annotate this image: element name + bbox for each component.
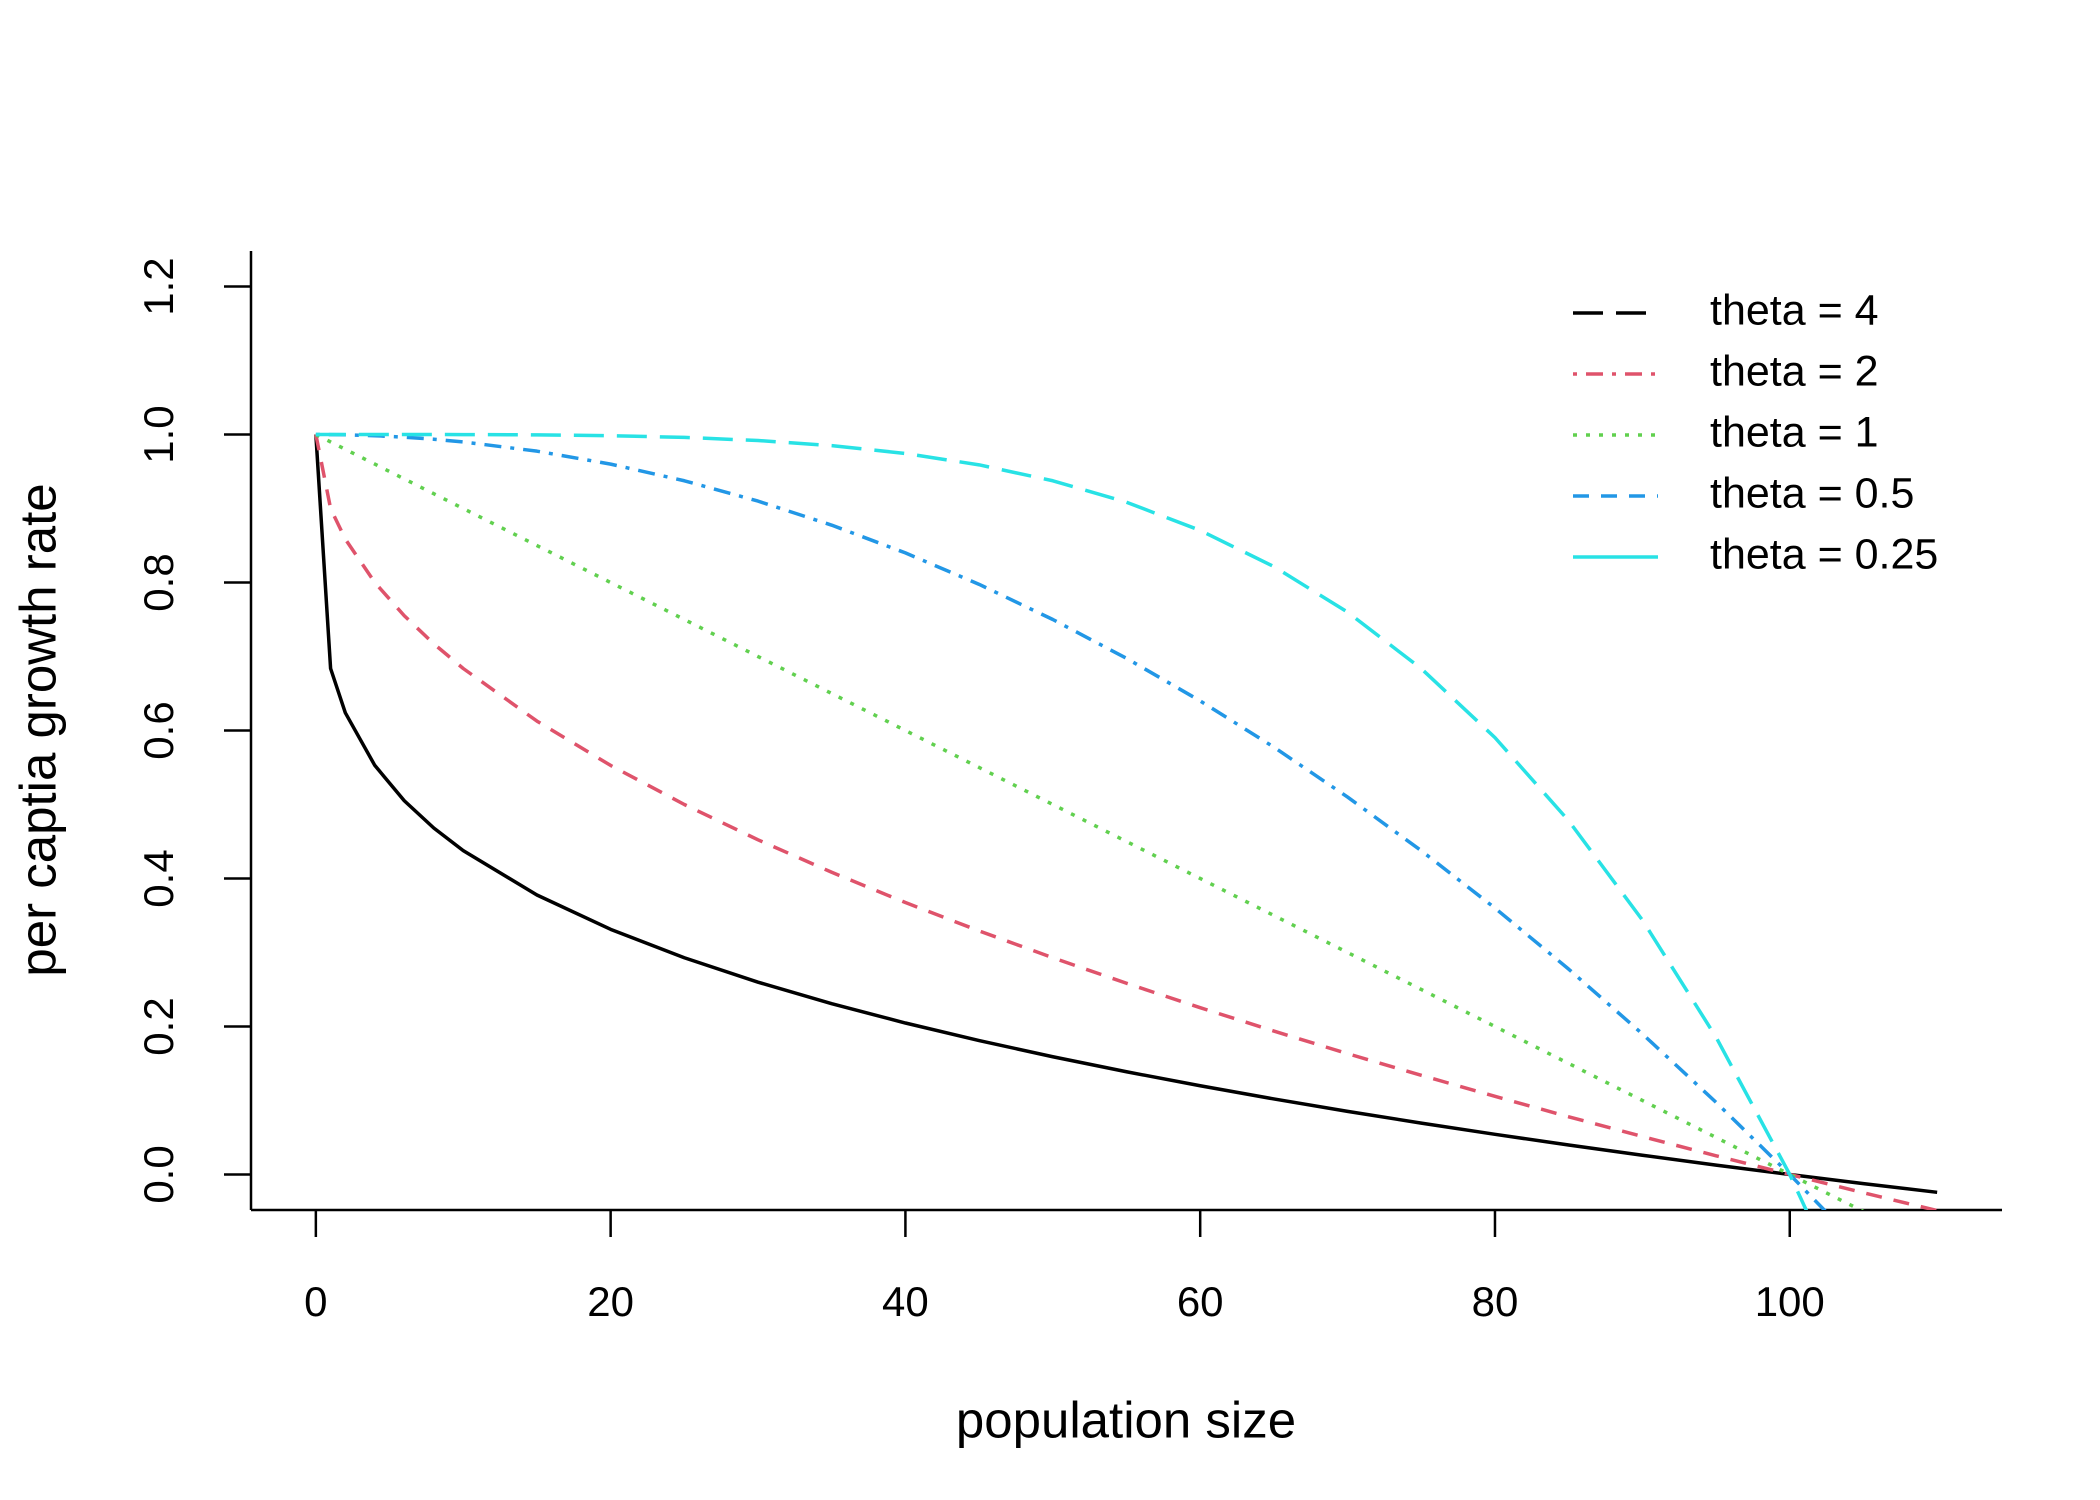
x-axis-label: population size (956, 1391, 1296, 1448)
y-axis-label: per captia growth rate (9, 483, 66, 976)
x-tick-label: 60 (1177, 1278, 1224, 1325)
legend-label: theta = 2 (1710, 347, 1879, 395)
legend-label: theta = 4 (1710, 286, 1879, 334)
legend-label: theta = 0.25 (1710, 530, 1938, 578)
y-tick-label: 0.0 (135, 1145, 182, 1203)
y-tick-label: 0.4 (135, 849, 182, 907)
series-line (315, 432, 1827, 1210)
x-tick-label: 80 (1472, 1278, 1519, 1325)
y-tick-label: 1.0 (135, 405, 182, 463)
series-line (314, 434, 1938, 1210)
series-line (315, 432, 1809, 1210)
x-tick-label: 20 (587, 1278, 634, 1325)
y-tick-label: 0.6 (135, 701, 182, 759)
x-tick-label: 40 (882, 1278, 929, 1325)
legend-label: theta = 1 (1710, 408, 1879, 456)
legend-label: theta = 0.5 (1710, 469, 1914, 517)
series-line (315, 432, 1865, 1210)
y-tick-label: 0.8 (135, 553, 182, 611)
x-tick-label: 100 (1755, 1278, 1825, 1325)
y-tick-label: 0.2 (135, 997, 182, 1055)
series-line (314, 434, 1938, 1195)
x-tick-label: 0 (304, 1278, 327, 1325)
y-tick-label: 1.2 (135, 257, 182, 315)
plot-area (314, 432, 1938, 1210)
